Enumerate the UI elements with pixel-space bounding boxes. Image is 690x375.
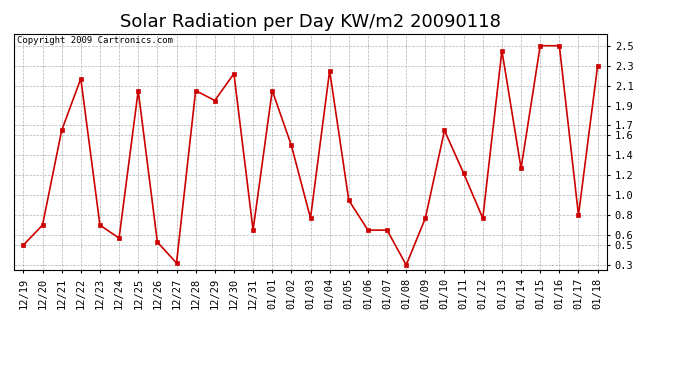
Text: Copyright 2009 Cartronics.com: Copyright 2009 Cartronics.com [17, 36, 172, 45]
Title: Solar Radiation per Day KW/m2 20090118: Solar Radiation per Day KW/m2 20090118 [120, 13, 501, 31]
